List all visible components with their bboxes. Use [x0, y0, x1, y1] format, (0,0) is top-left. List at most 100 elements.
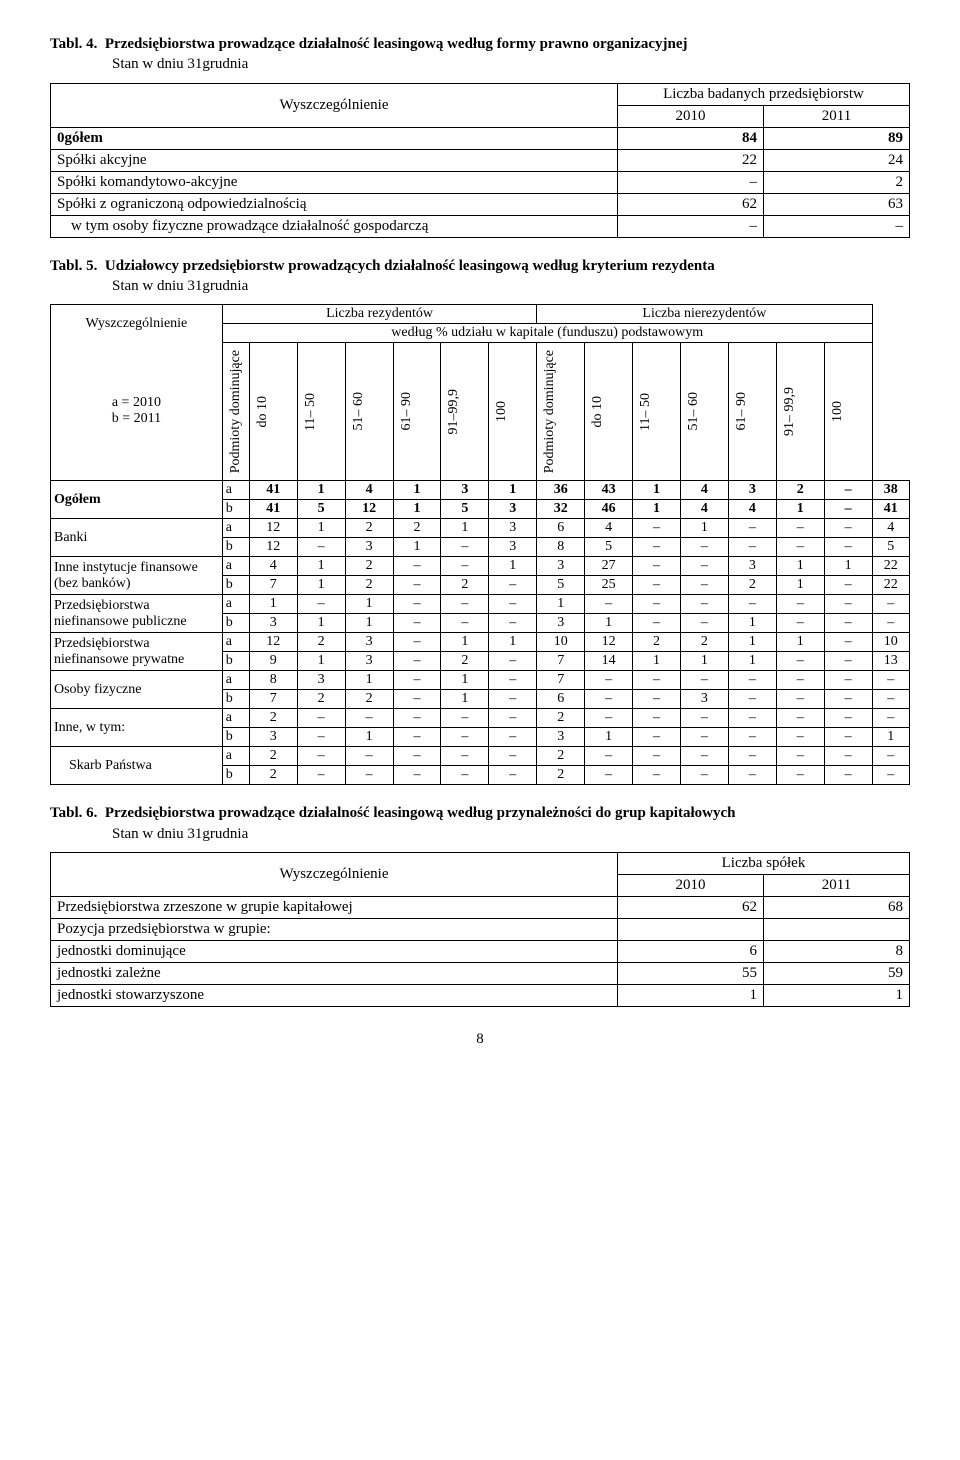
table-cell: – — [776, 519, 824, 538]
table-row-label: Skarb Państwa — [51, 747, 223, 785]
table-cell: – — [489, 728, 537, 747]
page-number: 8 — [50, 1031, 910, 1048]
t5-sub-11: 61– 90 — [728, 343, 776, 481]
table-cell: 1 — [297, 652, 345, 671]
row-ab: b — [222, 576, 249, 595]
table6-subtitle: Stan w dniu 31grudnia — [50, 824, 910, 844]
table-cell: – — [633, 747, 681, 766]
table-cell: 1 — [585, 728, 633, 747]
table-row-label: Spółki akcyjne — [51, 149, 618, 171]
table-cell: 46 — [585, 500, 633, 519]
table-cell: 1 — [393, 481, 441, 500]
table-cell: – — [633, 557, 681, 576]
table-cell: – — [680, 671, 728, 690]
table-cell: – — [393, 728, 441, 747]
table-cell: 3 — [489, 500, 537, 519]
table-cell: – — [585, 709, 633, 728]
table-cell: 25 — [585, 576, 633, 595]
table-cell: – — [617, 215, 763, 237]
table5: Wyszczególnienie Liczba rezydentów Liczb… — [50, 304, 910, 785]
table5-subtitle: Stan w dniu 31grudnia — [50, 276, 910, 296]
row-ab: a — [222, 481, 249, 500]
table4-titletext: Przedsiębiorstwa prowadzące działalność … — [105, 36, 688, 52]
t5-col-ab: a = 2010 b = 2011 — [51, 343, 223, 481]
table-cell: – — [824, 690, 872, 709]
table-cell: – — [633, 576, 681, 595]
table-cell: 3 — [489, 519, 537, 538]
table-cell: 2 — [297, 690, 345, 709]
t5-head-nonres: Liczba nierezydentów — [537, 305, 872, 324]
table-cell: 2 — [633, 633, 681, 652]
table-cell: 1 — [297, 576, 345, 595]
table-cell: 7 — [537, 671, 585, 690]
table-cell: – — [776, 595, 824, 614]
table-cell: 13 — [872, 652, 909, 671]
table-cell: 1 — [680, 519, 728, 538]
table-cell: 59 — [763, 962, 909, 984]
table-cell: – — [297, 766, 345, 785]
table-cell: 1 — [393, 538, 441, 557]
table-cell: – — [728, 519, 776, 538]
row-ab: b — [222, 500, 249, 519]
t5-sub-7: Podmioty dominujące — [537, 343, 585, 481]
table-cell: – — [345, 709, 393, 728]
table-cell: – — [393, 576, 441, 595]
table-cell: 2 — [537, 709, 585, 728]
table-cell: 1 — [345, 671, 393, 690]
table4-title: Tabl. 4. Przedsiębiorstwa prowadzące dzi… — [50, 34, 910, 75]
table-cell: – — [728, 728, 776, 747]
table-cell: – — [776, 614, 824, 633]
table-cell: – — [393, 633, 441, 652]
t6-col-group: Liczba spółek — [617, 852, 909, 874]
row-ab: b — [222, 766, 249, 785]
table-row-label: Przedsiębiorstwa zrzeszone w grupie kapi… — [51, 896, 618, 918]
table-cell: 5 — [872, 538, 909, 557]
table-cell: 1 — [297, 481, 345, 500]
table-cell: 2 — [345, 690, 393, 709]
table-row-label: Przedsiębiorstwa niefinansowe prywatne — [51, 633, 223, 671]
table-cell: 1 — [441, 690, 489, 709]
table-cell: 3 — [680, 690, 728, 709]
table-row-label: Banki — [51, 519, 223, 557]
table-cell: 3 — [728, 481, 776, 500]
table-cell: – — [633, 690, 681, 709]
table-cell: 12 — [249, 519, 297, 538]
table-cell: 8 — [763, 940, 909, 962]
t4-col-y1: 2010 — [617, 105, 763, 127]
table-cell: 8 — [537, 538, 585, 557]
table-row-label: 0gółem — [51, 127, 618, 149]
table-cell: 1 — [728, 633, 776, 652]
table-cell: 4 — [249, 557, 297, 576]
t5-sub-10: 51– 60 — [680, 343, 728, 481]
table-cell: 5 — [585, 538, 633, 557]
table-cell: – — [393, 766, 441, 785]
table-cell: 12 — [585, 633, 633, 652]
table-cell: – — [489, 671, 537, 690]
table-cell: – — [393, 690, 441, 709]
table-cell: – — [393, 652, 441, 671]
table-cell: 68 — [763, 896, 909, 918]
t5-col-wysz: Wyszczególnienie — [51, 305, 223, 343]
table-cell: – — [824, 633, 872, 652]
t4-col-wysz: Wyszczególnienie — [51, 83, 618, 127]
table-cell: 7 — [537, 652, 585, 671]
table-cell: – — [824, 481, 872, 500]
table-cell: 2 — [680, 633, 728, 652]
t5-head-res: Liczba rezydentów — [222, 305, 536, 324]
t5-sub-8: do 10 — [585, 343, 633, 481]
t5-sub-6: 100 — [489, 343, 537, 481]
table-cell: 22 — [872, 557, 909, 576]
table-cell: – — [441, 614, 489, 633]
table-cell: 4 — [585, 519, 633, 538]
table-cell: – — [824, 500, 872, 519]
table-cell: 6 — [537, 690, 585, 709]
table-cell: 41 — [872, 500, 909, 519]
table5-titletext: Udziałowcy przedsiębiorstw prowadzących … — [105, 258, 715, 274]
table-cell: 4 — [680, 500, 728, 519]
table-cell: 2 — [345, 557, 393, 576]
table-cell: 2 — [537, 747, 585, 766]
table-row-label: Ogółem — [51, 481, 223, 519]
table-cell: – — [680, 766, 728, 785]
table6-title: Tabl. 6. Przedsiębiorstwa prowadzące dzi… — [50, 803, 910, 844]
table-cell: 1 — [633, 652, 681, 671]
